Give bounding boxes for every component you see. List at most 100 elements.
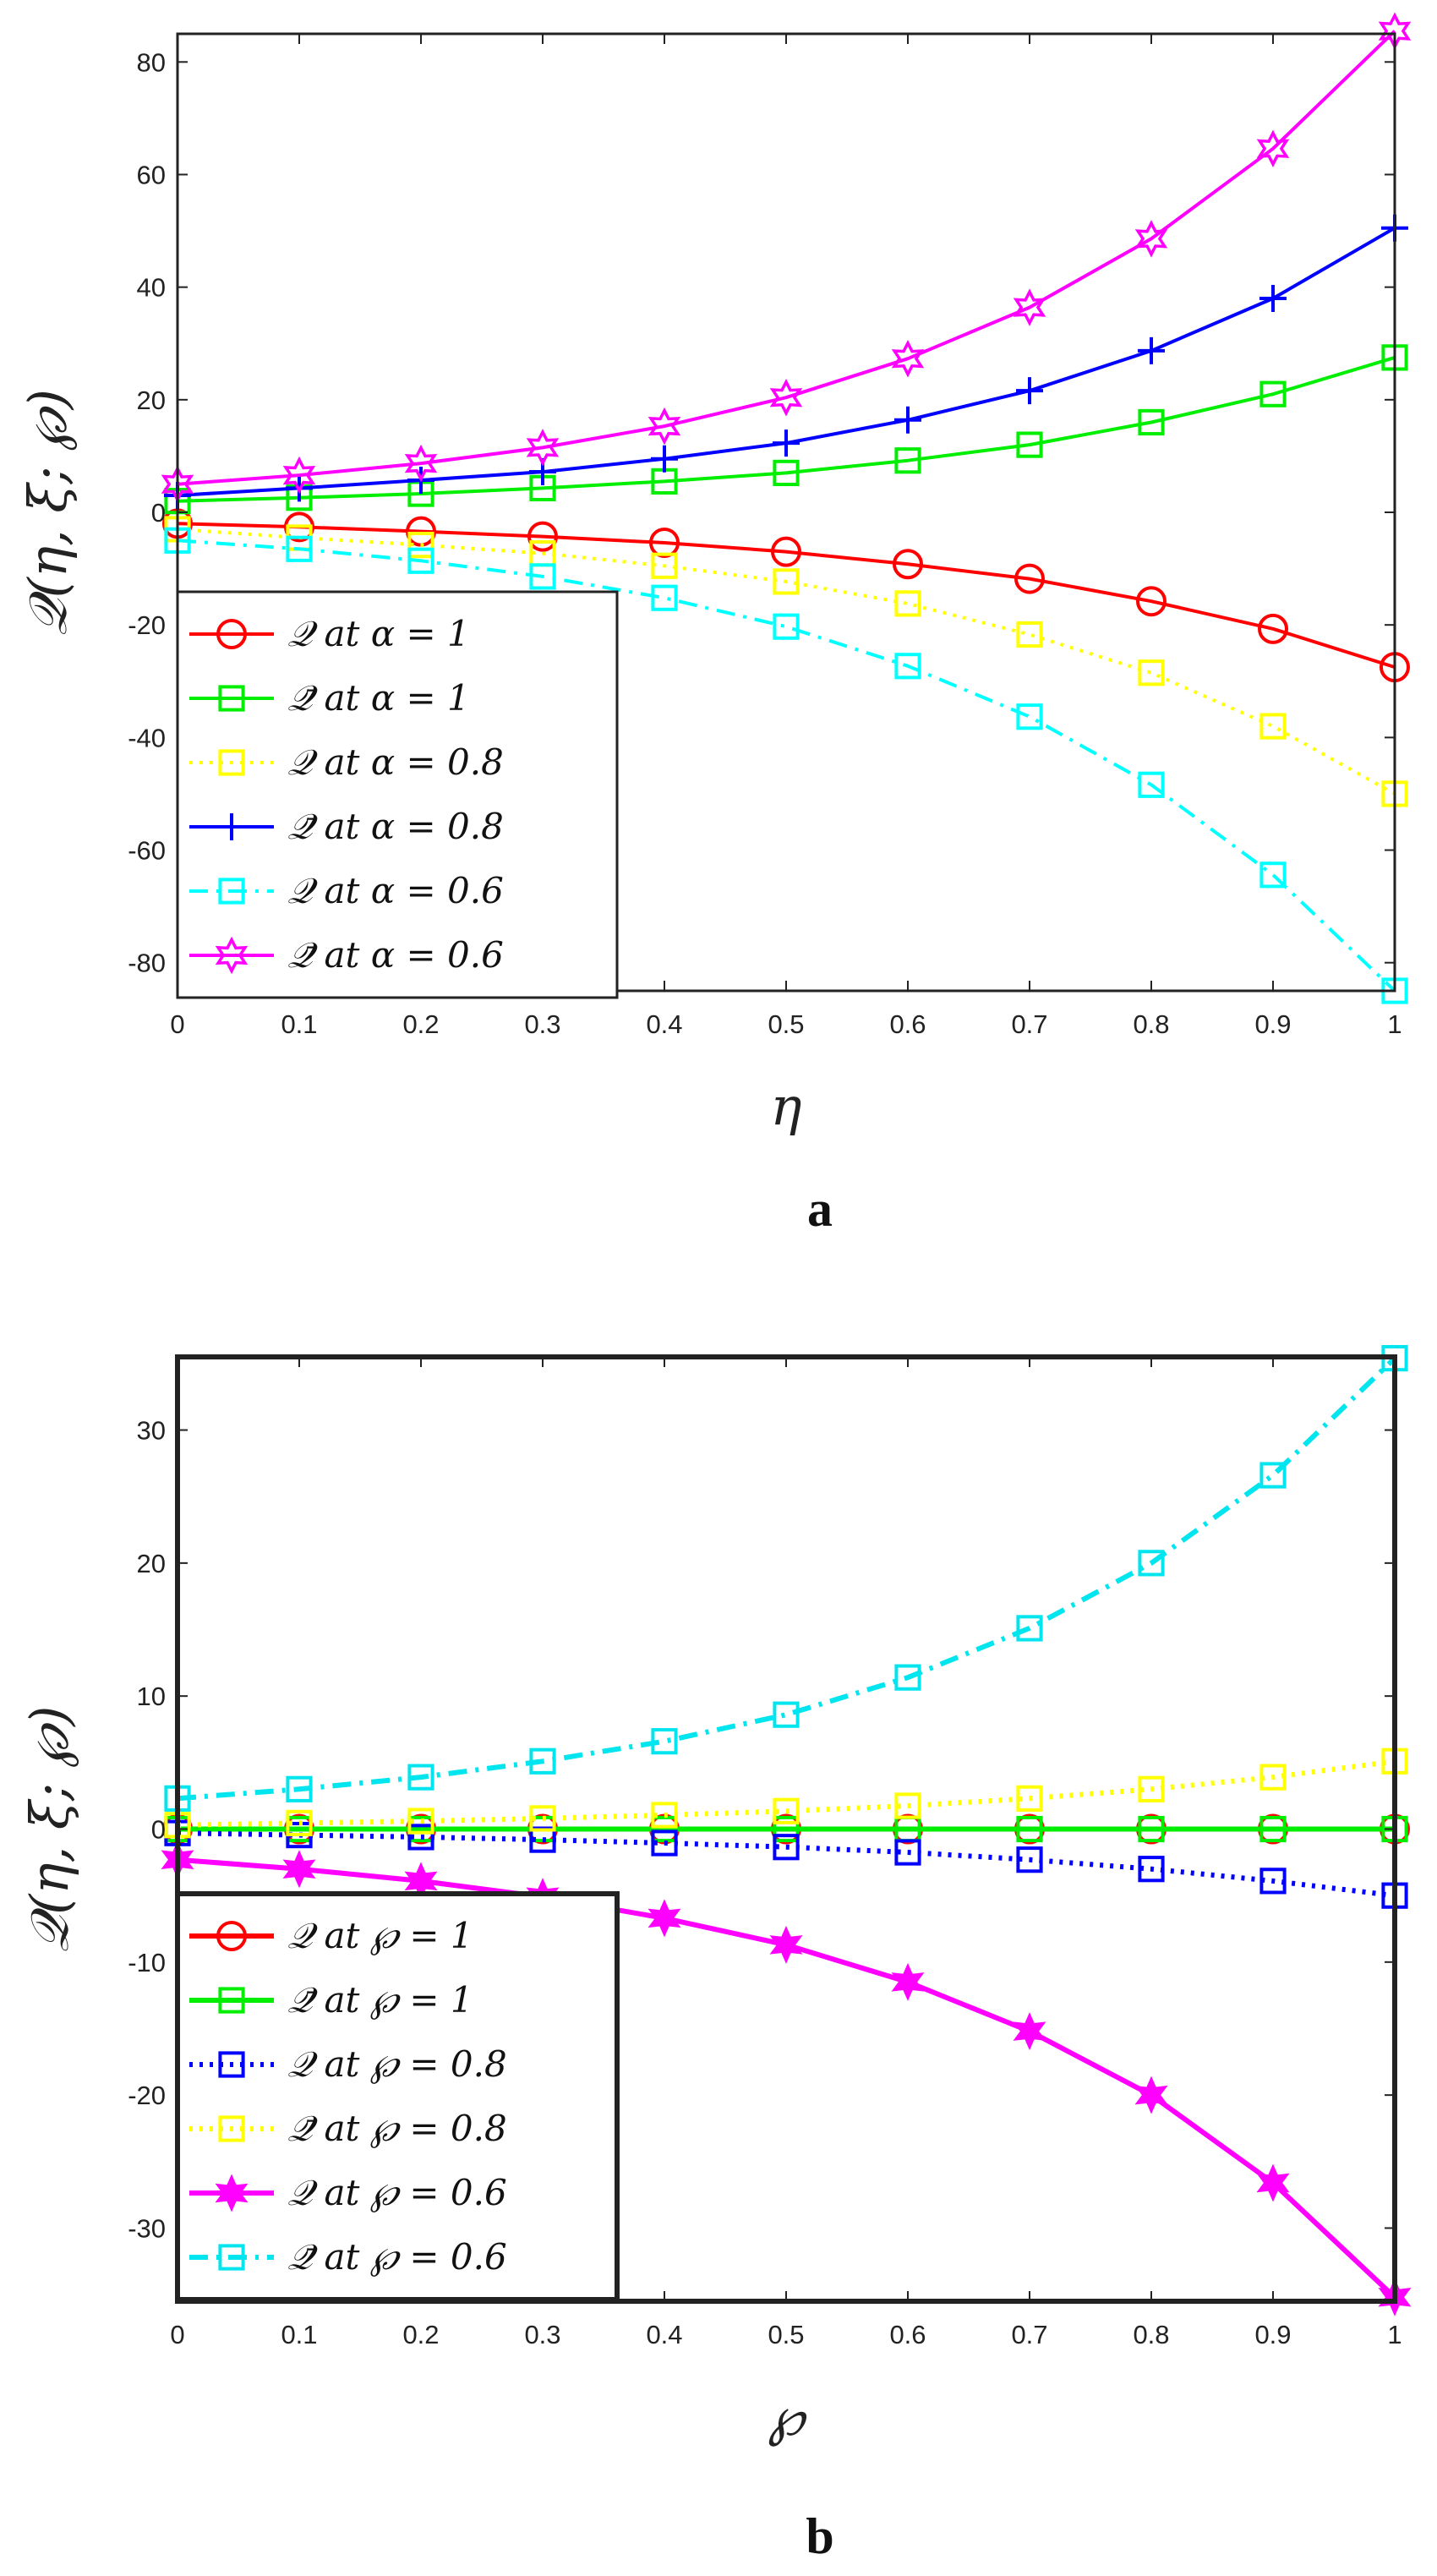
data-point <box>527 521 558 552</box>
data-point <box>1013 2012 1046 2051</box>
data-point <box>1016 431 1043 458</box>
legend-swatch-marker <box>218 2115 245 2142</box>
data-point <box>894 1839 921 1866</box>
data-point <box>407 1824 434 1851</box>
legend-entry: 𝒬̄ at α = 0.8 <box>189 806 504 847</box>
data-point <box>1259 380 1287 407</box>
data-point <box>891 339 925 378</box>
legend-entry: 𝒬 at α = 0.8 <box>189 741 504 783</box>
legend-label: 𝒬̄ at ℘ = 0.8 <box>287 2108 507 2149</box>
data-point <box>1014 563 1045 594</box>
data-point <box>769 1925 803 1964</box>
series-line <box>177 539 1396 993</box>
x-tick-label: 0.8 <box>1133 1009 1169 1039</box>
data-point <box>1016 621 1043 648</box>
data-point <box>894 653 921 680</box>
data-point <box>1138 771 1165 798</box>
x-tick-label: 0.5 <box>768 1009 804 1039</box>
legend: 𝒬 at ℘ = 1 𝒬̄ at ℘ = 1 𝒬 at ℘ = 0.8 𝒬̄ at ℘… <box>175 1891 620 2302</box>
series-line <box>177 1758 1396 1828</box>
data-point <box>1138 659 1165 686</box>
y-tick-label: 10 <box>137 1682 166 1711</box>
data-point <box>529 563 556 590</box>
series-1 <box>162 508 1410 683</box>
x-tick-label: 0.1 <box>281 1009 317 1039</box>
data-point <box>1138 1775 1165 1802</box>
x-tick-label: 0.9 <box>1254 1009 1291 1039</box>
legend-label: 𝒬̄ at ℘ = 1 <box>287 1979 473 2021</box>
data-point <box>1259 861 1287 889</box>
data-point <box>407 532 434 559</box>
x-tick-label: 0.9 <box>1254 2320 1291 2349</box>
legend-label: 𝒬 at α = 0.6 <box>287 870 504 911</box>
data-point <box>1016 1815 1043 1843</box>
series-6 <box>164 1344 1408 1812</box>
data-point <box>1016 703 1043 730</box>
data-point <box>1138 1815 1165 1843</box>
legend-swatch-marker <box>215 2174 249 2212</box>
legend-entry: 𝒬̄ at α = 1 <box>189 677 470 719</box>
legend-swatch-marker <box>218 813 245 840</box>
data-point <box>1013 288 1046 326</box>
legend-swatch-marker <box>218 2244 245 2271</box>
legend-box <box>176 590 619 999</box>
series-line <box>177 522 1396 670</box>
y-tick-label: -20 <box>128 2081 166 2110</box>
data-point <box>1016 1846 1043 1873</box>
legend-label: 𝒬̄ at α = 0.6 <box>287 934 504 976</box>
data-point <box>894 1664 921 1691</box>
legend-swatch-marker <box>218 878 245 905</box>
y-tick-label: 0 <box>151 498 166 528</box>
x-tick-label: 0.7 <box>1011 1009 1047 1039</box>
data-point <box>891 1962 925 2001</box>
data-point <box>1259 1868 1287 1895</box>
x-tick-label: 0 <box>170 2320 184 2349</box>
series-line <box>177 30 1396 486</box>
panel-label: b <box>806 2508 833 2564</box>
data-point <box>1138 336 1165 364</box>
y-tick-label: 20 <box>137 1549 166 1578</box>
data-point <box>893 549 923 580</box>
legend-label: 𝒬̄ at α = 0.8 <box>287 806 504 847</box>
x-tick-label: 0.3 <box>524 1009 560 1039</box>
y-tick-label: 60 <box>137 160 166 189</box>
data-point <box>1138 1550 1165 1577</box>
x-tick-label: 0.2 <box>402 1009 439 1039</box>
data-point <box>769 378 803 417</box>
data-point <box>407 547 434 574</box>
data-point <box>773 568 800 595</box>
data-point <box>282 456 316 495</box>
data-point <box>894 1792 921 1819</box>
data-point <box>773 1797 800 1824</box>
data-point <box>529 1805 556 1832</box>
x-axis-label: η <box>770 1075 801 1137</box>
data-point <box>1138 1856 1165 1883</box>
legend-entry: 𝒬̄ at ℘ = 1 <box>189 1979 473 2021</box>
data-point <box>1259 1462 1287 1489</box>
series-6 <box>161 12 1412 503</box>
legend-label: 𝒬̄ at ℘ = 0.6 <box>287 2236 507 2278</box>
data-point <box>773 459 800 486</box>
data-point <box>651 584 678 611</box>
chart-panel-a: 0 0.1 0.2 0.3 0.4 0.5 0.6 0.7 0.8 0.9 1 80 60 40 20 0 -2… <box>17 12 1412 1237</box>
legend-entry: 𝒬 at ℘ = 0.6 <box>189 2172 507 2213</box>
data-point <box>1016 1615 1043 1642</box>
legend-label: 𝒬 at α = 1 <box>287 613 470 654</box>
data-point <box>647 407 681 446</box>
panel-label: a <box>807 1181 833 1237</box>
data-point <box>1259 713 1287 740</box>
legend-swatch-marker <box>218 1987 245 2014</box>
data-point <box>647 1899 681 1938</box>
y-tick-label: -20 <box>128 610 166 640</box>
data-point <box>286 535 313 562</box>
legend-label: 𝒬 at ℘ = 0.6 <box>287 2172 507 2213</box>
data-point <box>771 536 801 567</box>
data-point <box>651 445 678 473</box>
y-tick-label: -60 <box>128 836 166 866</box>
legend-swatch-marker <box>216 1921 247 1951</box>
data-point <box>894 406 921 434</box>
data-point <box>1259 1815 1287 1843</box>
legend-swatch-marker <box>216 619 247 649</box>
series-line <box>177 355 1396 503</box>
data-point <box>773 429 800 457</box>
